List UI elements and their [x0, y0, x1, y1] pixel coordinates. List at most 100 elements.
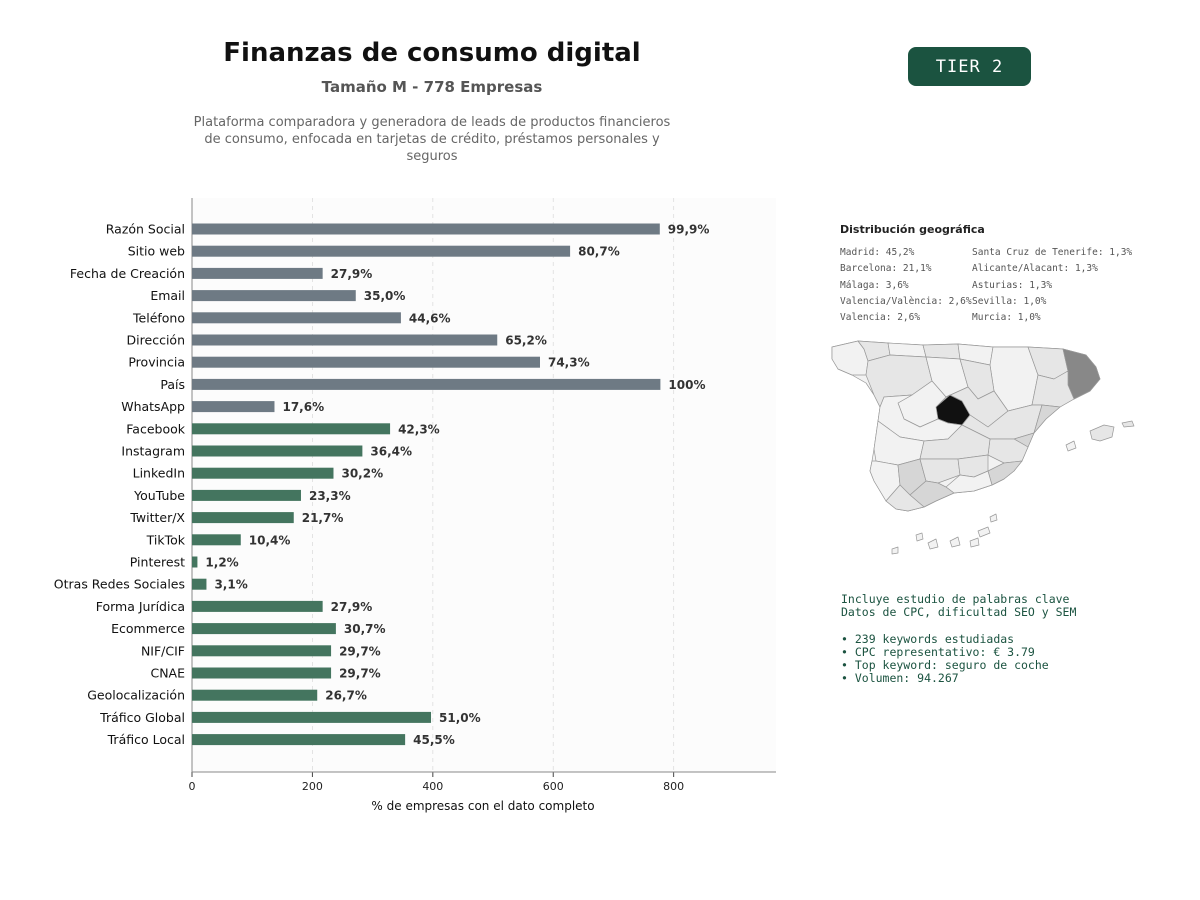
y-category-label: Instagram — [121, 444, 185, 459]
map-region-canary-6 — [891, 546, 899, 555]
bar-value-label: 27,9% — [331, 600, 373, 614]
bar-value-label: 45,5% — [413, 733, 455, 747]
bar — [192, 734, 406, 746]
map-region-canary-7 — [989, 513, 998, 523]
bar-value-label: 30,7% — [344, 622, 386, 636]
keyword-bullet: • 239 keywords estudiadas — [841, 631, 1015, 646]
bar — [192, 534, 241, 546]
map-region-malaga — [909, 480, 955, 508]
keyword-bullet: • Top keyword: seguro de coche — [841, 658, 1049, 673]
y-category-label: País — [160, 377, 185, 392]
map-region-mallorca — [1089, 424, 1115, 442]
geo-entry: Santa Cruz de Tenerife: 1,3% — [972, 247, 1133, 258]
bar — [192, 667, 332, 679]
bar — [192, 623, 336, 635]
y-category-label: Otras Redes Sociales — [54, 577, 185, 592]
y-category-label: Fecha de Creación — [70, 266, 185, 281]
x-tick-label: 400 — [422, 780, 443, 793]
plot-background — [192, 198, 776, 772]
y-category-label: Razón Social — [106, 222, 185, 237]
y-category-label: Provincia — [128, 355, 185, 370]
page-subtitle: Tamaño M - 778 Empresas — [321, 78, 543, 96]
bar-value-label: 65,2% — [505, 334, 547, 348]
bar — [192, 223, 660, 235]
y-category-label: Pinterest — [130, 555, 185, 570]
y-category-label: Ecommerce — [111, 621, 185, 636]
keyword-bullet: • CPC representativo: € 3.79 — [841, 644, 1035, 659]
bar — [192, 356, 540, 368]
geo-entry: Murcia: 1,0% — [972, 312, 1041, 324]
y-category-label: Facebook — [126, 421, 185, 436]
keyword-bullet: • Volumen: 94.267 — [841, 671, 959, 686]
geo-list-right: Santa Cruz de Tenerife: 1,3% Alicante/Al… — [972, 247, 1132, 328]
y-category-label: Sitio web — [128, 244, 185, 259]
map-region-canary-5 — [915, 532, 924, 542]
bar-value-label: 42,3% — [398, 422, 440, 436]
bar — [192, 334, 498, 346]
x-axis-title: % de empresas con el dato completo — [371, 799, 594, 813]
bar-value-label: 27,9% — [331, 267, 373, 281]
y-category-label: YouTube — [133, 488, 185, 503]
bar-value-label: 3,1% — [214, 578, 247, 592]
bar — [192, 512, 294, 524]
geo-entry: Alicante/Alacant: 1,3% — [972, 263, 1098, 275]
bar — [192, 423, 391, 435]
bar — [192, 711, 432, 723]
bar — [192, 689, 318, 701]
y-category-label: NIF/CIF — [141, 643, 185, 658]
bar — [192, 290, 356, 302]
bar — [192, 578, 207, 590]
geo-title: Distribución geográfica — [840, 223, 985, 236]
map-region-basque — [922, 343, 961, 360]
bar — [192, 645, 332, 657]
geo-list-left: Madrid: 45,2% Barcelona: 21,1% Málaga: 3… — [840, 247, 972, 328]
bar-value-label: 35,0% — [364, 289, 406, 303]
y-category-label: Dirección — [127, 333, 185, 348]
geo-entry: Madrid: 45,2% — [840, 247, 915, 258]
bar-value-label: 51,0% — [439, 711, 481, 725]
y-category-label: Twitter/X — [129, 510, 185, 525]
bar — [192, 267, 323, 279]
map-region-menorca — [1121, 420, 1135, 428]
y-category-label: Email — [150, 288, 185, 303]
page-description: Plataforma comparadora y generadora de l… — [193, 115, 671, 164]
keywords-line: Datos de CPC, dificultad SEO y SEM — [841, 605, 1077, 620]
page-title: Finanzas de consumo digital — [223, 38, 641, 68]
map-region-valencia — [1013, 404, 1061, 448]
y-category-label: WhatsApp — [121, 399, 185, 414]
geo-entry: Valencia/València: 2,6% — [840, 295, 972, 307]
y-category-label: Forma Jurídica — [96, 599, 185, 614]
keywords-panel: Incluye estudio de palabras clave Datos … — [841, 592, 1077, 686]
geo-entry: Málaga: 3,6% — [840, 279, 909, 291]
map-region-canary-3 — [949, 536, 961, 548]
bar-value-label: 1,2% — [205, 556, 238, 570]
bar-value-label: 17,6% — [282, 400, 324, 414]
map-region-cadiz — [885, 484, 925, 512]
bar-value-label: 74,3% — [548, 356, 590, 370]
y-category-label: Tráfico Local — [107, 732, 185, 747]
bar-value-label: 29,7% — [339, 667, 381, 681]
bar — [192, 489, 301, 501]
x-tick-label: 200 — [302, 780, 323, 793]
geo-entry: Valencia: 2,6% — [840, 312, 921, 324]
bar-value-label: 100% — [668, 378, 705, 392]
bar-value-label: 26,7% — [325, 689, 367, 703]
keywords-line: Incluye estudio de palabras clave — [841, 592, 1070, 606]
tier-badge: TIER 2 — [908, 47, 1031, 86]
map-region-canary-1 — [977, 526, 991, 538]
bar-value-label: 80,7% — [578, 245, 620, 259]
bar-value-label: 44,6% — [409, 311, 451, 325]
map-region-canary-4 — [927, 538, 939, 550]
x-tick-label: 800 — [663, 780, 684, 793]
bar-value-label: 23,3% — [309, 489, 351, 503]
bar-value-label: 21,7% — [302, 511, 344, 525]
bar-value-label: 36,4% — [370, 445, 412, 459]
bar-value-label: 10,4% — [249, 533, 291, 547]
bar — [192, 401, 275, 413]
bar — [192, 378, 661, 390]
bar-value-label: 29,7% — [339, 644, 381, 658]
map-region-canary-2 — [969, 537, 980, 548]
bar — [192, 467, 334, 479]
bar — [192, 556, 198, 568]
x-tick-label: 600 — [543, 780, 564, 793]
